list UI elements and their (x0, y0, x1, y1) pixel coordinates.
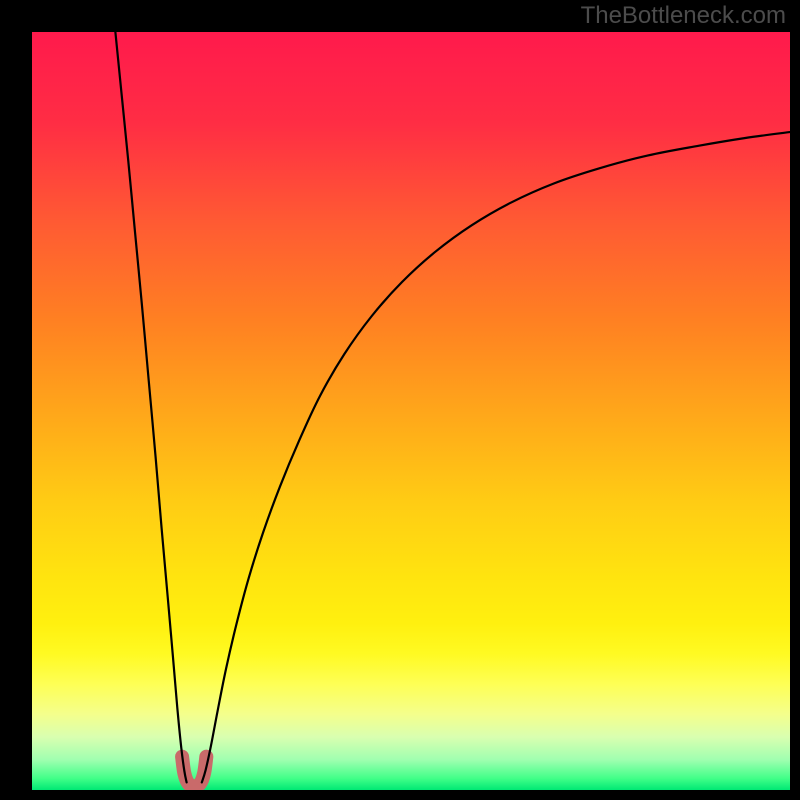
curve-left-branch (115, 32, 186, 782)
chart-frame: TheBottleneck.com (0, 0, 800, 800)
curve-right-branch (202, 132, 790, 782)
curve-overlay (32, 32, 790, 790)
watermark-text: TheBottleneck.com (581, 2, 786, 30)
plot-area (32, 32, 790, 790)
